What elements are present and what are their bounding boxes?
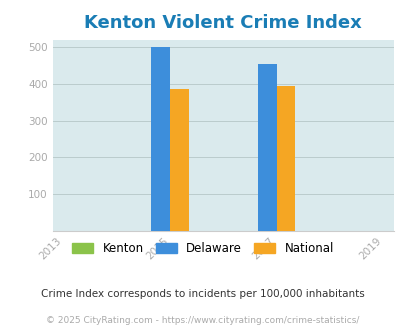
Bar (257, 63, 276, 231)
Text: Crime Index corresponds to incidents per 100,000 inhabitants: Crime Index corresponds to incidents per… (41, 289, 364, 299)
Bar (276, 85, 294, 231)
Bar (170, 89, 188, 231)
Title: Kenton Violent Crime Index: Kenton Violent Crime Index (84, 15, 361, 32)
Text: © 2025 CityRating.com - https://www.cityrating.com/crime-statistics/: © 2025 CityRating.com - https://www.city… (46, 315, 359, 325)
Bar (151, 47, 170, 231)
Legend: Kenton, Delaware, National: Kenton, Delaware, National (67, 237, 338, 260)
